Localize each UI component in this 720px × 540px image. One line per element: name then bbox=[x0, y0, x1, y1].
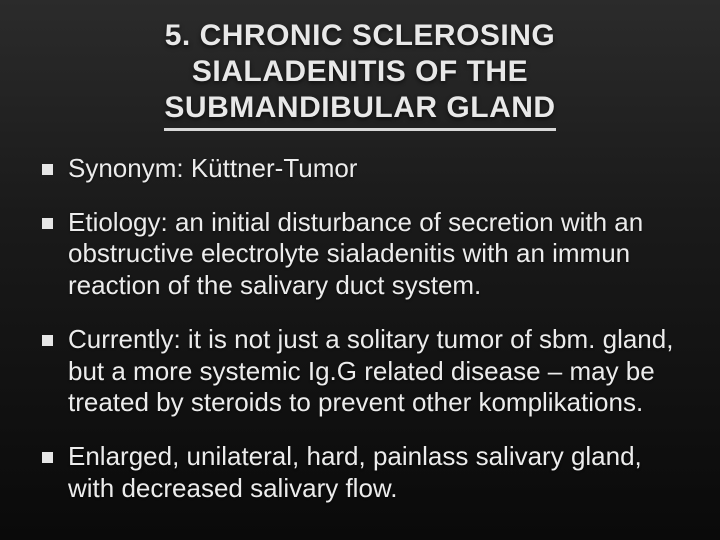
title-underline: SUBMANDIBULAR GLAND bbox=[164, 90, 555, 131]
title-line-1: 5. CHRONIC SCLEROSING bbox=[38, 18, 682, 54]
title-line-3: SUBMANDIBULAR GLAND bbox=[38, 90, 682, 131]
slide: 5. CHRONIC SCLEROSING SIALADENITIS OF TH… bbox=[0, 0, 720, 540]
bullet-text: Etiology: an initial disturbance of secr… bbox=[68, 207, 643, 300]
list-item: Etiology: an initial disturbance of secr… bbox=[38, 207, 682, 302]
list-item: Currently: it is not just a solitary tum… bbox=[38, 324, 682, 419]
bullet-text: Currently: it is not just a solitary tum… bbox=[68, 324, 673, 417]
list-item: Synonym: Küttner-Tumor bbox=[38, 153, 682, 185]
slide-title: 5. CHRONIC SCLEROSING SIALADENITIS OF TH… bbox=[38, 18, 682, 131]
bullet-text: Synonym: Küttner-Tumor bbox=[68, 153, 357, 183]
title-line-2: SIALADENITIS OF THE bbox=[38, 54, 682, 90]
bullet-text: Enlarged, unilateral, hard, painlass sal… bbox=[68, 441, 642, 503]
bullet-list: Synonym: Küttner-Tumor Etiology: an init… bbox=[38, 153, 682, 504]
list-item: Enlarged, unilateral, hard, painlass sal… bbox=[38, 441, 682, 504]
